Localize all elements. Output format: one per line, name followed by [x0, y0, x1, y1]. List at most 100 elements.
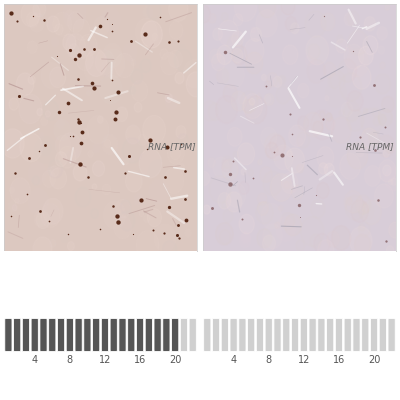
Circle shape — [175, 235, 190, 254]
Circle shape — [143, 115, 166, 144]
Circle shape — [176, 126, 186, 139]
Circle shape — [347, 91, 363, 111]
Circle shape — [59, 146, 76, 168]
FancyBboxPatch shape — [326, 318, 334, 352]
Circle shape — [297, 132, 310, 148]
Circle shape — [355, 234, 371, 255]
Circle shape — [363, 36, 378, 55]
Circle shape — [391, 178, 397, 185]
Circle shape — [344, 12, 355, 26]
Circle shape — [348, 30, 368, 55]
Circle shape — [258, 202, 268, 215]
Circle shape — [274, 145, 293, 170]
Circle shape — [92, 142, 100, 153]
Circle shape — [185, 229, 191, 237]
Circle shape — [347, 110, 364, 131]
Circle shape — [340, 73, 362, 101]
FancyBboxPatch shape — [101, 318, 108, 352]
Circle shape — [360, 224, 364, 231]
Circle shape — [311, 200, 325, 218]
Circle shape — [222, 60, 244, 89]
Circle shape — [92, 161, 105, 176]
FancyBboxPatch shape — [92, 318, 100, 352]
Circle shape — [210, 176, 231, 203]
Circle shape — [160, 52, 178, 75]
FancyBboxPatch shape — [110, 318, 117, 352]
Circle shape — [16, 40, 20, 46]
Circle shape — [226, 182, 246, 207]
Circle shape — [124, 29, 136, 45]
Circle shape — [338, 59, 356, 82]
Circle shape — [344, 44, 364, 69]
Circle shape — [203, 205, 210, 214]
Circle shape — [243, 100, 253, 113]
FancyBboxPatch shape — [204, 318, 211, 352]
Circle shape — [43, 100, 58, 120]
Circle shape — [144, 50, 149, 56]
Circle shape — [37, 108, 43, 116]
Circle shape — [131, 37, 154, 66]
FancyBboxPatch shape — [221, 318, 228, 352]
Circle shape — [12, 204, 17, 211]
FancyBboxPatch shape — [344, 318, 351, 352]
Circle shape — [50, 240, 56, 247]
Circle shape — [102, 134, 118, 154]
Circle shape — [257, 229, 272, 248]
Circle shape — [386, 144, 393, 153]
Circle shape — [73, 164, 87, 181]
Circle shape — [383, 150, 389, 157]
Circle shape — [48, 160, 62, 178]
Circle shape — [305, 11, 326, 37]
Circle shape — [144, 214, 150, 222]
FancyBboxPatch shape — [292, 318, 299, 352]
Circle shape — [97, 116, 103, 124]
Circle shape — [285, 148, 304, 173]
FancyBboxPatch shape — [212, 318, 220, 352]
Circle shape — [136, 230, 159, 260]
Circle shape — [362, 128, 378, 148]
Circle shape — [59, 133, 82, 161]
FancyBboxPatch shape — [5, 318, 12, 352]
Circle shape — [0, 46, 13, 63]
Circle shape — [196, 5, 210, 23]
Circle shape — [389, 222, 400, 238]
Circle shape — [130, 87, 135, 94]
Circle shape — [153, 12, 162, 23]
Circle shape — [185, 101, 205, 126]
Text: RNA [TPM]: RNA [TPM] — [148, 142, 195, 151]
Text: 12: 12 — [298, 355, 310, 365]
FancyBboxPatch shape — [66, 318, 74, 352]
Circle shape — [41, 62, 62, 88]
Circle shape — [134, 102, 142, 112]
Circle shape — [131, 59, 136, 66]
Circle shape — [267, 73, 278, 87]
Circle shape — [41, 14, 47, 22]
Circle shape — [114, 87, 120, 94]
Circle shape — [68, 12, 84, 32]
Text: RNA [TPM]: RNA [TPM] — [346, 142, 394, 151]
FancyBboxPatch shape — [353, 318, 360, 352]
Circle shape — [80, 34, 97, 56]
Circle shape — [8, 201, 17, 212]
Circle shape — [347, 142, 368, 169]
Circle shape — [99, 58, 114, 77]
Circle shape — [340, 153, 360, 180]
Circle shape — [174, 49, 192, 71]
Circle shape — [56, 118, 64, 129]
Circle shape — [243, 94, 262, 118]
FancyBboxPatch shape — [84, 318, 91, 352]
Circle shape — [169, 22, 183, 39]
Circle shape — [54, 120, 70, 141]
Circle shape — [131, 70, 142, 84]
Circle shape — [169, 0, 188, 22]
FancyBboxPatch shape — [248, 318, 255, 352]
Text: 20: 20 — [368, 355, 380, 365]
Circle shape — [87, 195, 97, 207]
Circle shape — [81, 128, 89, 139]
Circle shape — [79, 232, 90, 246]
Circle shape — [152, 33, 158, 41]
FancyBboxPatch shape — [388, 318, 395, 352]
Circle shape — [34, 210, 47, 227]
Circle shape — [3, 98, 12, 109]
Circle shape — [231, 91, 246, 111]
